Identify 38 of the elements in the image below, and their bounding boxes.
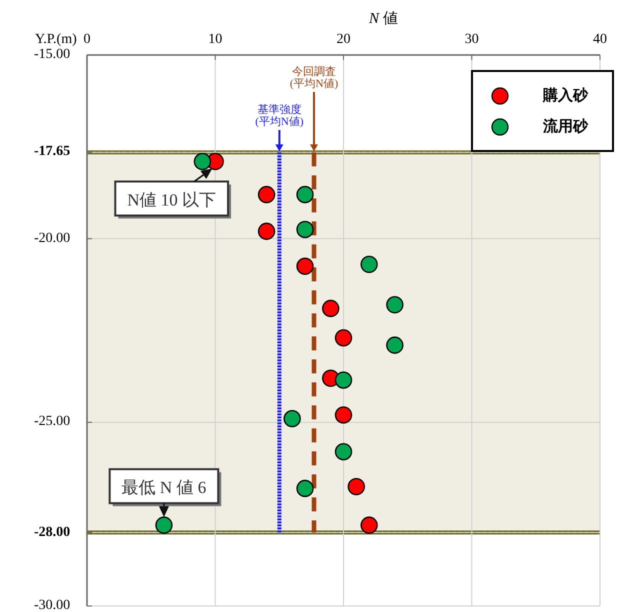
y-tick-label: -30.00: [34, 598, 70, 612]
point: [322, 300, 340, 318]
point: [386, 336, 404, 354]
y-axis-title: Y.P.(m): [35, 32, 77, 48]
x-axis-title: N 値: [369, 10, 398, 28]
y-tick-label: -25.00: [34, 414, 70, 430]
point: [284, 410, 301, 428]
y-tick-label: -28.00: [34, 524, 70, 541]
point: [296, 186, 314, 204]
point: [296, 220, 314, 238]
y-tick-label: -15.00: [34, 47, 70, 63]
point: [386, 296, 404, 314]
annotation: 最低 N 値 6: [122, 478, 206, 498]
x-tick-label: 30: [464, 32, 479, 48]
point: [296, 258, 314, 275]
point: [296, 480, 314, 498]
point: [348, 478, 365, 496]
point: [360, 516, 378, 534]
legend-label: 流用砂: [543, 117, 588, 136]
x-tick-label: 40: [593, 32, 607, 48]
y-tick-label: -20.00: [34, 230, 70, 247]
point: [155, 516, 173, 534]
x-tick-label: 20: [336, 32, 350, 48]
legend-label: 購入砂: [543, 86, 588, 105]
annotation: 最低 N 値 6: [108, 468, 222, 518]
annotation: N値 10 以下: [127, 190, 216, 210]
point: [334, 329, 352, 346]
y-tick-label: -17.65: [34, 144, 70, 160]
point: [334, 371, 352, 389]
x-tick-label: 0: [84, 32, 90, 48]
annotation: N値 10 以下: [114, 168, 232, 219]
point: [258, 186, 276, 204]
x-tick-label: 10: [208, 32, 222, 48]
point: [194, 152, 212, 170]
point: [258, 222, 276, 240]
point: [334, 406, 352, 424]
point: [334, 443, 352, 460]
point: [360, 256, 378, 274]
